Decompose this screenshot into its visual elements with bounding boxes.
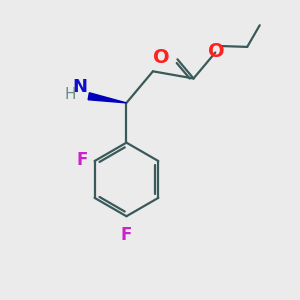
Text: O: O bbox=[153, 48, 169, 67]
Text: F: F bbox=[121, 226, 132, 244]
Text: N: N bbox=[72, 78, 87, 96]
Polygon shape bbox=[88, 93, 126, 103]
Text: F: F bbox=[77, 151, 88, 169]
Text: O: O bbox=[208, 42, 225, 61]
Text: H: H bbox=[65, 87, 76, 102]
